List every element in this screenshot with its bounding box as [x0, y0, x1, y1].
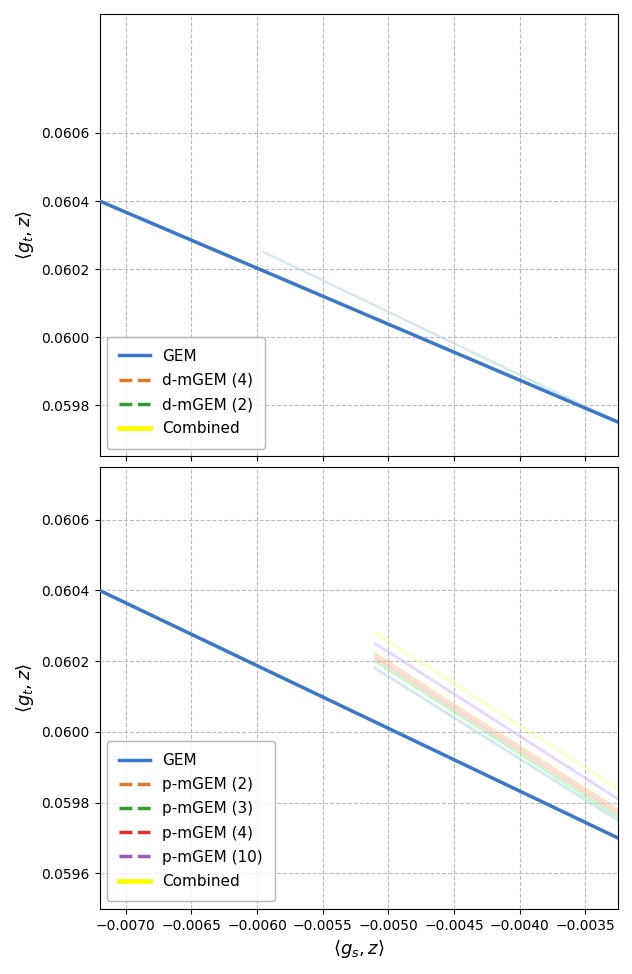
Legend: GEM, p-mGEM (2), p-mGEM (3), p-mGEM (4), p-mGEM (10), Combined: GEM, p-mGEM (2), p-mGEM (3), p-mGEM (4),…	[107, 741, 275, 901]
Y-axis label: $\langle g_t, z \rangle$: $\langle g_t, z \rangle$	[14, 662, 36, 713]
Y-axis label: $\langle g_t, z \rangle$: $\langle g_t, z \rangle$	[14, 210, 36, 260]
Legend: GEM, d-mGEM (4), d-mGEM (2), Combined: GEM, d-mGEM (4), d-mGEM (2), Combined	[107, 337, 265, 448]
X-axis label: $\langle g_s, z \rangle$: $\langle g_s, z \rangle$	[333, 938, 385, 960]
